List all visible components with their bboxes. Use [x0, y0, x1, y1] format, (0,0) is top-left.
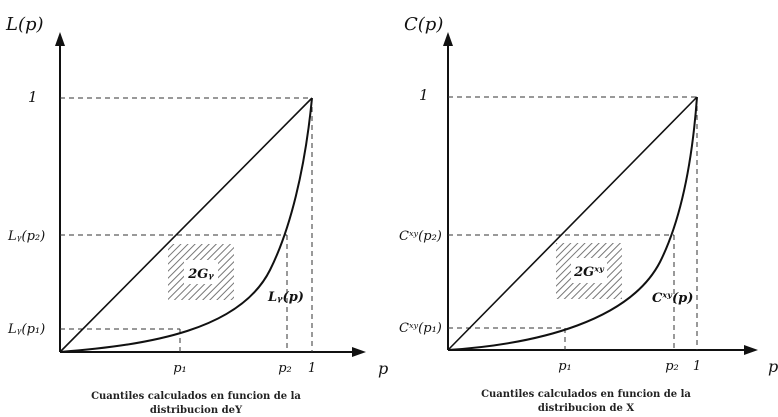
right-x-axis-label: p — [768, 357, 778, 376]
left-x-axis-label: p — [378, 359, 388, 378]
left-x-axis-arrow — [352, 347, 366, 357]
right-y-tick-p2: Cˣʸ(p₂) — [399, 229, 442, 244]
left-y-tick-p1: Lᵧ(p₁) — [7, 322, 45, 337]
right-concentration-curve — [447, 96, 698, 351]
left-equality-line — [59, 97, 313, 353]
left-x-one-label: 1 — [308, 361, 316, 376]
left-panel: 2Gᵧ L(p) p 1 Lᵧ(p₂) Lᵧ(p₁) p₁ p₂ 1 Lᵧ(p)… — [5, 14, 388, 416]
left-x-tick-p2: p₂ — [278, 361, 292, 376]
right-x-one-label: 1 — [693, 359, 701, 374]
right-y-axis-label: C(p) — [404, 14, 443, 35]
right-x-axis-arrow — [744, 345, 758, 355]
right-y-one-label: 1 — [419, 86, 429, 104]
left-gini-label: 2Gᵧ — [187, 267, 214, 282]
left-lorenz-curve — [59, 97, 313, 353]
left-y-one-label: 1 — [28, 88, 38, 106]
right-x-tick-p1: p₁ — [558, 359, 572, 374]
right-gini-label-bg — [571, 258, 607, 283]
right-gini-label: 2Gˣʸ — [573, 265, 605, 280]
left-caption-line2: distribucion deY — [150, 405, 243, 416]
left-caption-line1: Cuantiles calculados en funcion de la — [91, 391, 301, 402]
right-y-axis-arrow — [443, 32, 453, 46]
left-gini-label-bg — [184, 260, 218, 284]
right-panel: 2Gˣʸ C(p) p 1 Cˣʸ(p₂) Cˣʸ(p₁) p₁ p₂ 1 Cˣ… — [399, 14, 778, 414]
left-x-tick-p1: p₁ — [173, 361, 187, 376]
left-y-tick-p2: Lᵧ(p₂) — [7, 229, 45, 244]
left-y-axis-label: L(p) — [5, 14, 44, 35]
left-curve-label: Lᵧ(p) — [267, 290, 304, 305]
right-x-tick-p2: p₂ — [665, 359, 679, 374]
left-y-axis-arrow — [55, 32, 65, 46]
right-equality-line — [447, 96, 698, 351]
right-y-tick-p1: Cˣʸ(p₁) — [399, 321, 442, 336]
right-caption-line2: distribucion de X — [538, 403, 635, 414]
right-curve-label: Cˣʸ(p) — [652, 291, 693, 306]
right-caption-line1: Cuantiles calculados en funcion de la — [481, 389, 691, 400]
